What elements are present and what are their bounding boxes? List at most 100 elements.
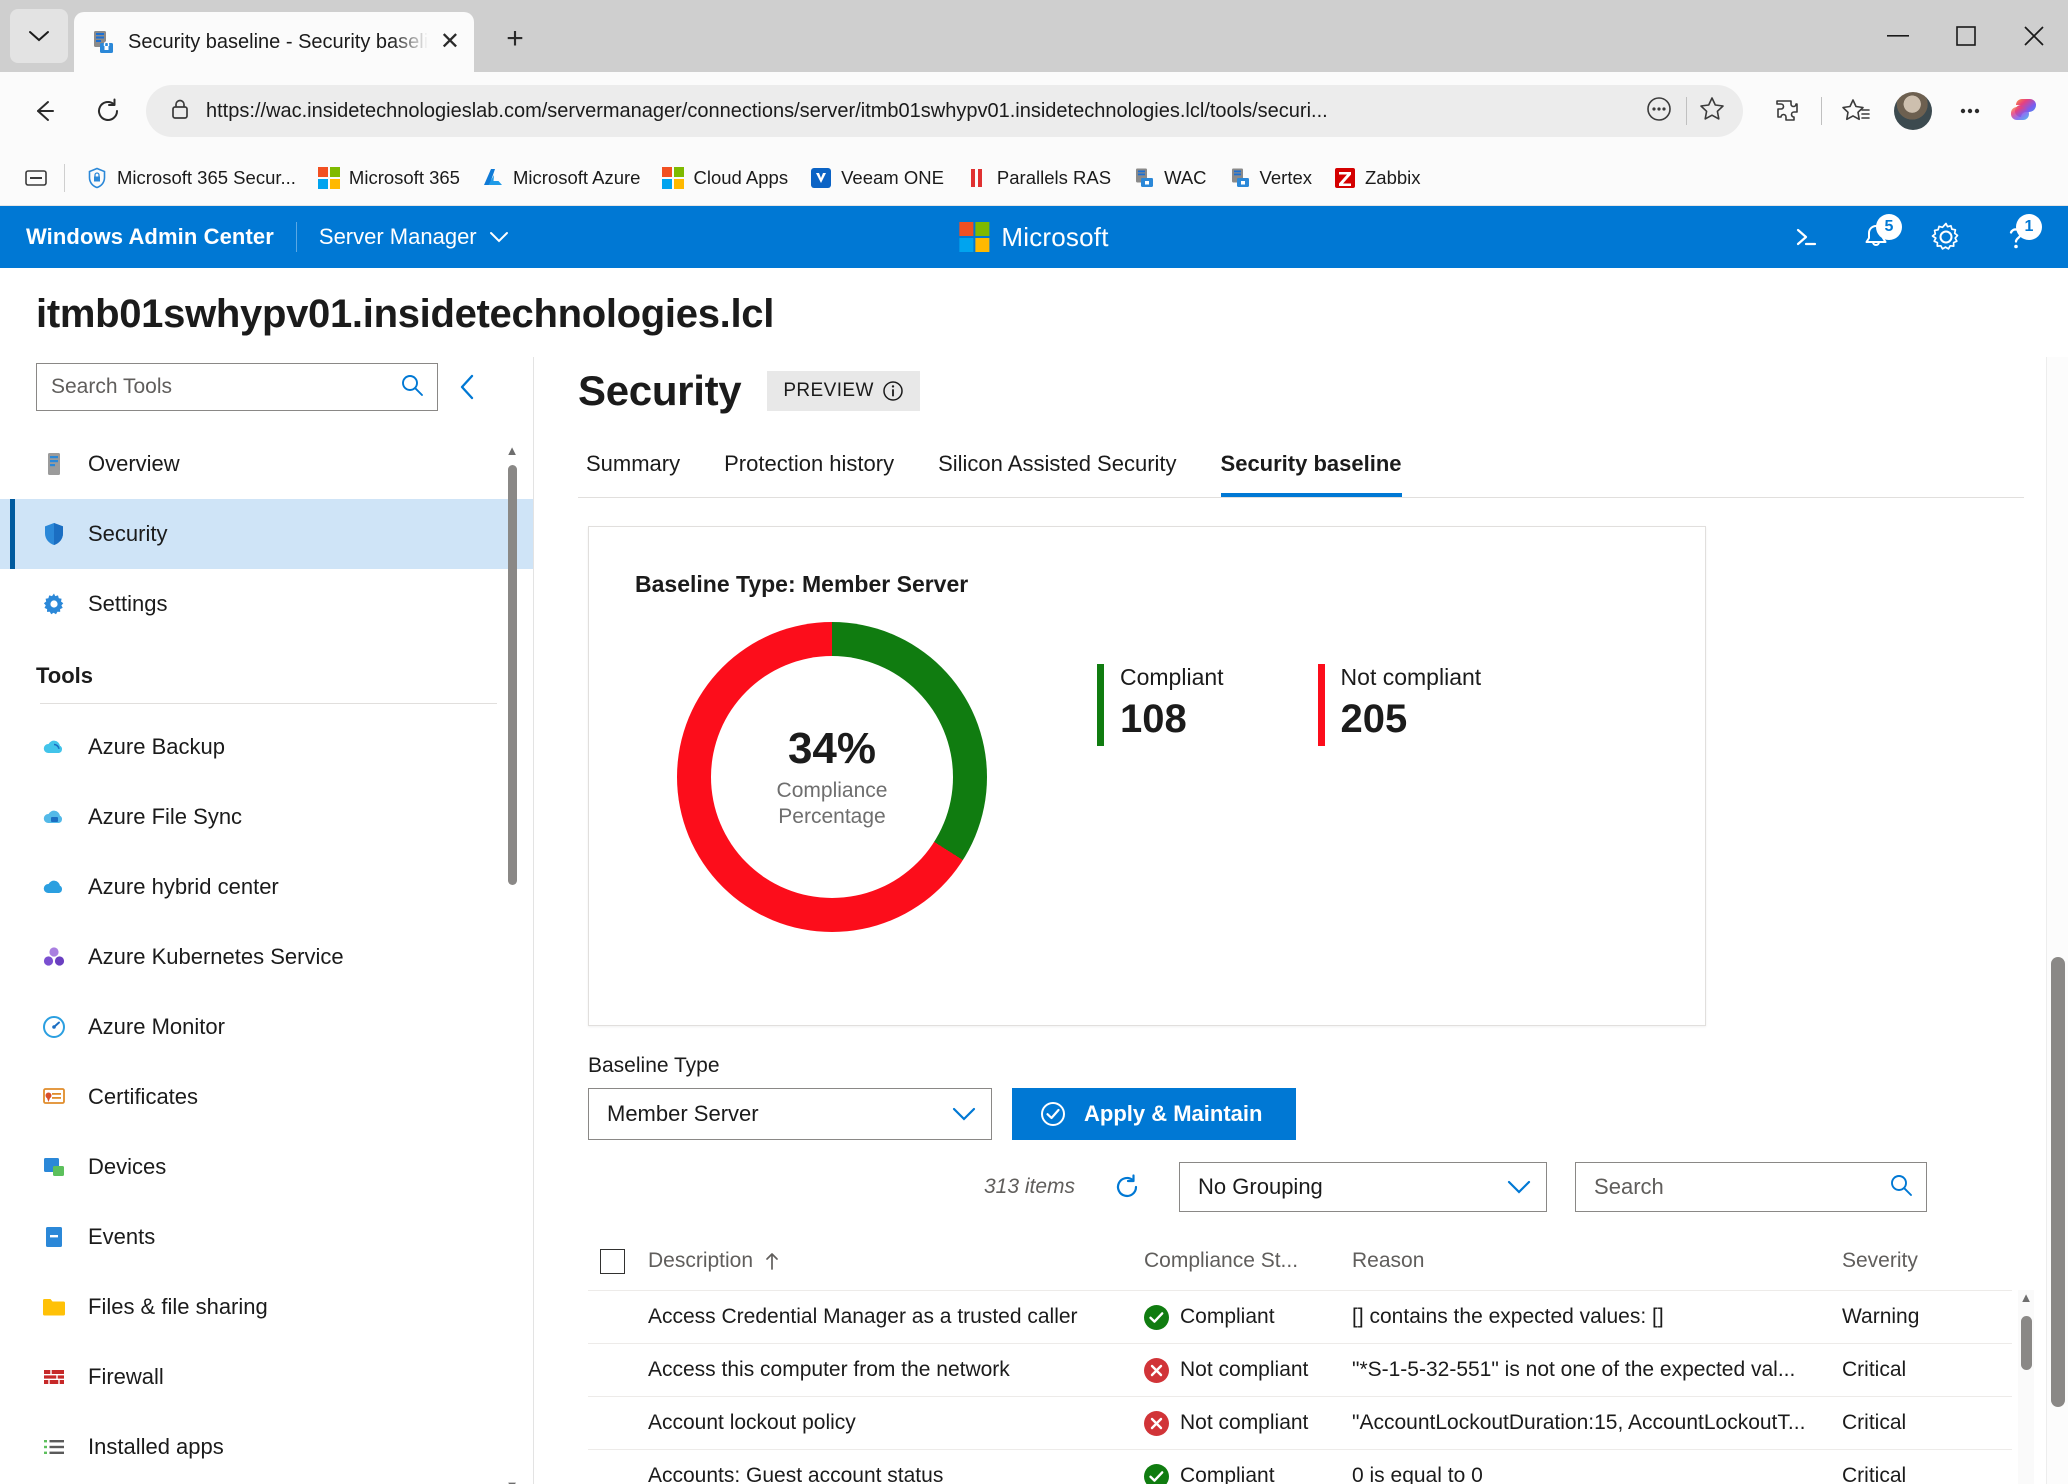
table-search-box[interactable] bbox=[1575, 1162, 1928, 1212]
copilot-button[interactable] bbox=[1998, 85, 2050, 137]
notifications-badge: 5 bbox=[1876, 214, 1902, 240]
chart-legend: Compliant 108 Not compliant 205 bbox=[1097, 622, 1481, 746]
sidebar-item-azure-backup[interactable]: Azure Backup bbox=[0, 712, 533, 782]
search-tools-box[interactable] bbox=[36, 363, 438, 411]
table-scrollbar[interactable]: ▲ ▼ bbox=[2018, 1290, 2034, 1484]
table-row[interactable]: Access this computer from the network Not… bbox=[588, 1343, 2012, 1396]
reload-icon bbox=[98, 98, 118, 121]
caret-down-icon[interactable]: ▼ bbox=[505, 1478, 519, 1484]
browser-settings-button[interactable] bbox=[1944, 85, 1996, 137]
baseline-type-select[interactable]: Member Server bbox=[588, 1088, 992, 1140]
back-button[interactable] bbox=[18, 85, 70, 137]
sidebar-item-azure-monitor[interactable]: Azure Monitor bbox=[0, 992, 533, 1062]
table-search-input[interactable] bbox=[1594, 1174, 1889, 1200]
sidebar-item-settings[interactable]: Settings bbox=[0, 569, 533, 639]
scrollbar-thumb[interactable] bbox=[508, 465, 517, 885]
ellipsis-icon bbox=[1960, 108, 1980, 114]
select-all-checkbox[interactable] bbox=[600, 1248, 648, 1274]
cloud-icon bbox=[40, 873, 68, 901]
info-icon[interactable] bbox=[882, 380, 904, 402]
page-title: itmb01swhypv01.insidetechnologies.lcl bbox=[36, 292, 775, 336]
profile-avatar[interactable] bbox=[1894, 92, 1932, 130]
scrollbar-thumb[interactable] bbox=[2051, 957, 2065, 1407]
bookmark-microsoft-365[interactable]: Microsoft 365 bbox=[307, 161, 471, 195]
table-row[interactable]: Accounts: Guest account status Compliant 0… bbox=[588, 1449, 2012, 1484]
maximize-button[interactable] bbox=[1932, 0, 2000, 72]
table-row[interactable]: Access Credential Manager as a trusted c… bbox=[588, 1290, 2012, 1343]
caret-up-icon[interactable]: ▲ bbox=[505, 443, 519, 458]
new-tab-button[interactable]: + bbox=[506, 22, 524, 55]
solution-selector[interactable]: Server Manager bbox=[319, 224, 509, 250]
tab-silicon-assisted-security[interactable]: Silicon Assisted Security bbox=[916, 443, 1198, 497]
section-tabs: Summary Protection history Silicon Assis… bbox=[578, 443, 2068, 497]
minimize-button[interactable] bbox=[1864, 0, 1932, 72]
sidebar-item-azure-file-sync[interactable]: Azure File Sync bbox=[0, 782, 533, 852]
sidebar-tools-header: Tools bbox=[36, 663, 94, 688]
browser-tab[interactable]: Security baseline - Security baseli ✕ bbox=[74, 12, 474, 72]
grouping-select[interactable]: No Grouping bbox=[1179, 1162, 1548, 1212]
bookmark-bar-icon bbox=[25, 169, 47, 186]
caret-up-icon[interactable]: ▲ bbox=[2019, 1290, 2033, 1305]
wac-brand[interactable]: Windows Admin Center bbox=[26, 224, 274, 249]
bookmark-bar-toggle[interactable] bbox=[14, 158, 58, 198]
address-bar[interactable]: https://wac.insidetechnologieslab.com/se… bbox=[146, 85, 1743, 137]
bookmark-vertex[interactable]: Vertex bbox=[1218, 161, 1323, 195]
sidebar-item-overview[interactable]: Overview bbox=[0, 429, 533, 499]
bookmark-veeam-one[interactable]: Veeam ONE bbox=[799, 161, 955, 195]
tab-close-button[interactable]: ✕ bbox=[439, 28, 460, 55]
notifications-button[interactable]: 5 bbox=[1856, 214, 1902, 257]
bookmark-label: WAC bbox=[1164, 166, 1207, 188]
sidebar-item-certificates[interactable]: Certificates bbox=[0, 1062, 533, 1132]
tab-list-dropdown-button[interactable] bbox=[10, 9, 68, 63]
collections-button[interactable] bbox=[1830, 85, 1882, 137]
divider bbox=[64, 163, 65, 192]
tab-protection-history[interactable]: Protection history bbox=[702, 443, 916, 497]
sidebar-item-security[interactable]: Security bbox=[0, 499, 533, 569]
sidebar-item-label: Azure Monitor bbox=[88, 1014, 225, 1039]
bookmark-microsoft-azure[interactable]: Microsoft Azure bbox=[471, 161, 652, 195]
reload-button[interactable] bbox=[82, 85, 134, 137]
scrollbar-thumb[interactable] bbox=[2021, 1316, 2032, 1370]
sidebar-item-devices[interactable]: Devices bbox=[0, 1132, 533, 1202]
help-button[interactable]: 1 bbox=[1996, 214, 2042, 257]
wac-settings-button[interactable] bbox=[1926, 217, 1966, 257]
search-tools-input[interactable] bbox=[51, 375, 399, 399]
apply-and-maintain-button[interactable]: Apply & Maintain bbox=[1012, 1088, 1297, 1140]
bookmark-parallels-ras[interactable]: Parallels RAS bbox=[955, 161, 1122, 195]
powershell-prompt-icon bbox=[1796, 228, 1817, 246]
sidebar-item-azure-kubernetes-service[interactable]: Azure Kubernetes Service bbox=[0, 922, 533, 992]
column-header-compliance-status[interactable]: Compliance St... bbox=[1144, 1249, 1352, 1273]
scrollbar-track[interactable] bbox=[508, 461, 517, 1475]
sidebar-item-firewall[interactable]: Firewall bbox=[0, 1342, 533, 1412]
column-header-severity[interactable]: Severity bbox=[1842, 1249, 2022, 1273]
sidebar-item-files-file-sharing[interactable]: Files & file sharing bbox=[0, 1272, 533, 1342]
close-button[interactable] bbox=[2000, 0, 2068, 72]
page-actions-button[interactable] bbox=[1642, 92, 1676, 131]
refresh-button[interactable] bbox=[1111, 1171, 1143, 1203]
bookmark-cloud-apps[interactable]: Cloud Apps bbox=[651, 161, 799, 195]
sidebar-scrollbar[interactable]: ▲ ▼ bbox=[505, 443, 519, 1484]
tab-title: Security baseline - Security baseli bbox=[128, 30, 428, 53]
sidebar-collapse-button[interactable] bbox=[438, 372, 498, 402]
column-header-description[interactable]: Description bbox=[648, 1249, 1144, 1273]
sidebar-item-azure-hybrid-center[interactable]: Azure hybrid center bbox=[0, 852, 533, 922]
table-row[interactable]: Account lockout policy Not compliant "Acco… bbox=[588, 1396, 2012, 1449]
page-scrollbar[interactable]: ▼ bbox=[2046, 357, 2068, 1484]
column-header-reason[interactable]: Reason bbox=[1352, 1249, 1842, 1273]
tab-summary[interactable]: Summary bbox=[578, 443, 702, 497]
sidebar-item-installed-apps[interactable]: Installed apps bbox=[0, 1412, 533, 1482]
extensions-button[interactable] bbox=[1761, 85, 1813, 137]
donut-center-label-line1: Compliance bbox=[776, 778, 888, 802]
tab-security-baseline[interactable]: Security baseline bbox=[1199, 443, 1424, 497]
donut-center-label: Compliance Percentage bbox=[777, 778, 888, 831]
add-favorite-button[interactable] bbox=[1697, 94, 1735, 129]
powershell-button[interactable] bbox=[1786, 217, 1826, 257]
bookmark-microsoft-365-security[interactable]: Microsoft 365 Secur... bbox=[75, 161, 307, 195]
column-label: Severity bbox=[1842, 1249, 1918, 1272]
donut-center: 34% Compliance Percentage bbox=[711, 656, 953, 898]
grouping-value: No Grouping bbox=[1198, 1174, 1323, 1199]
sidebar-item-events[interactable]: Events bbox=[0, 1202, 533, 1272]
bookmark-zabbix[interactable]: Zabbix bbox=[1323, 161, 1432, 195]
bookmark-wac[interactable]: WAC bbox=[1122, 161, 1217, 195]
check-circle-icon bbox=[1144, 1304, 1169, 1330]
